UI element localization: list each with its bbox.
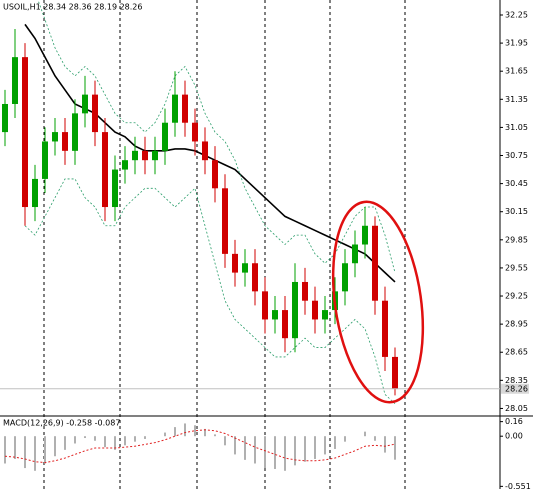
candle-body xyxy=(182,94,188,123)
candle-body xyxy=(92,94,98,133)
candle-body xyxy=(52,132,58,142)
candle-body xyxy=(22,57,28,208)
candle-body xyxy=(32,178,38,208)
candle-body xyxy=(42,141,48,179)
candle-body xyxy=(362,225,368,245)
indicator-line xyxy=(24,178,396,405)
y-tick-label: 31.65 xyxy=(505,67,528,76)
last-price-box xyxy=(501,383,529,394)
candle-body xyxy=(142,150,148,161)
candle-body xyxy=(302,281,308,301)
candle-body xyxy=(272,310,278,320)
candle-body xyxy=(242,263,248,273)
y-tick-label: 31.95 xyxy=(505,39,528,48)
candle-body xyxy=(122,160,128,170)
y-tick-label: 0.00 xyxy=(505,432,523,441)
candle-body xyxy=(282,310,288,339)
candle-body xyxy=(382,300,388,357)
candle-body xyxy=(292,281,298,339)
y-tick-label: 28.65 xyxy=(505,348,528,357)
y-tick-label: 29.55 xyxy=(505,263,528,272)
candle-body xyxy=(112,169,118,208)
signal-line xyxy=(4,429,396,464)
y-tick-label: 29.25 xyxy=(505,292,528,301)
last-price-label: 28.26 xyxy=(505,384,528,393)
candle-body xyxy=(72,113,78,151)
y-tick-label: 30.45 xyxy=(505,179,528,188)
y-tick-label: 30.75 xyxy=(505,151,528,160)
candle-body xyxy=(132,150,138,161)
highlight-ellipse xyxy=(331,200,425,404)
y-tick-label: 31.05 xyxy=(505,123,528,132)
candle-body xyxy=(232,253,238,273)
chart-title: USOIL,H1 28.34 28.36 28.19 28.26 xyxy=(3,3,142,12)
y-tick-label: 28.35 xyxy=(505,376,528,385)
y-tick-label: -0.551 xyxy=(505,482,531,489)
candle-body xyxy=(372,225,378,301)
y-tick-label: 28.95 xyxy=(505,320,528,329)
candle-body xyxy=(392,356,398,389)
candle-body xyxy=(192,122,198,142)
candle-body xyxy=(262,291,268,320)
y-tick-label: 28.05 xyxy=(505,404,528,413)
y-tick-label: 32.25 xyxy=(505,10,528,19)
candle-body xyxy=(312,300,318,320)
candle-body xyxy=(202,141,208,161)
candle-body xyxy=(162,122,168,151)
candle-body xyxy=(342,263,348,292)
candle-body xyxy=(222,188,228,254)
candle-body xyxy=(322,310,328,320)
candle-body xyxy=(12,57,18,104)
candle-body xyxy=(2,103,8,133)
candle-body xyxy=(62,132,68,151)
y-tick-label: 0.16 xyxy=(505,417,523,426)
candle-body xyxy=(152,150,158,161)
candle-body xyxy=(82,94,88,114)
macd-title: MACD(12,26,9) -0.258 -0.087 xyxy=(3,419,120,428)
candle-body xyxy=(102,132,108,208)
y-tick-label: 29.85 xyxy=(505,235,528,244)
candle-body xyxy=(352,244,358,264)
candle-body xyxy=(172,94,178,123)
candle-body xyxy=(212,160,218,189)
candle-body xyxy=(252,263,258,292)
y-tick-label: 30.15 xyxy=(505,207,528,216)
y-tick-label: 31.35 xyxy=(505,95,528,104)
